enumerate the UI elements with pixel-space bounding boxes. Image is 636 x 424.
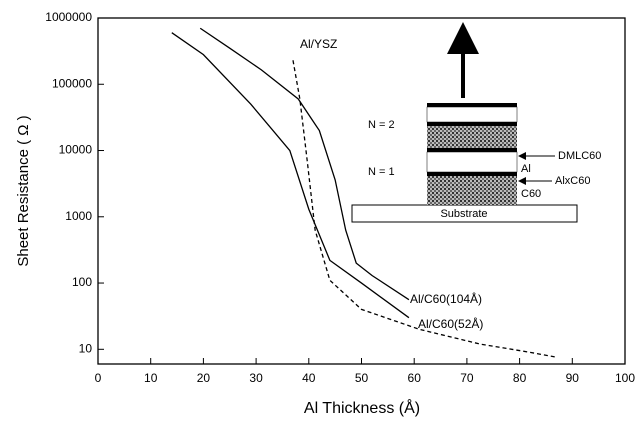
line [199,27,410,301]
y-tick-label: 100000 [52,76,92,90]
annotation: Al [521,163,531,175]
x-tick-label: 60 [408,371,422,385]
x-tick-label: 70 [460,371,474,385]
annotation: Substrate [440,208,487,220]
layer [426,151,518,173]
annotation: AlxC60 [555,175,590,187]
x-tick-label: 40 [302,371,316,385]
annotation: C60 [521,188,541,200]
series-label: Al/C60(52Å) [418,316,483,331]
y-tick-label: 1000 [65,209,92,223]
line [292,60,557,358]
annotation: N = 1 [368,166,395,178]
layer [427,126,517,148]
y-tick-label: 1000000 [45,10,92,24]
x-tick-label: 50 [355,371,369,385]
layer [427,103,517,107]
inset-diagram [351,22,578,223]
series-label: Al/YSZ [300,37,337,51]
y-axis-label: Sheet Resistance ( Ω ) [15,115,32,266]
series-label: Al/C60(104Å) [410,291,482,306]
y-tick-label: 100 [72,275,92,289]
x-tick-label: 10 [144,371,158,385]
layer [426,106,518,123]
x-tick-label: 30 [249,371,263,385]
x-tick-label: 90 [566,371,580,385]
y-tick-label: 10000 [59,143,93,157]
line [171,32,410,319]
x-tick-label: 20 [197,371,211,385]
layer [427,172,517,176]
layer [427,176,517,205]
layer [427,148,517,152]
y-tick-label: 10 [79,341,93,355]
layer [427,122,517,126]
annotation: N = 2 [368,119,395,131]
x-axis-label: Al Thickness (Å) [304,398,420,417]
plot-frame [97,17,626,365]
x-tick-label: 0 [95,371,102,385]
x-tick-label: 100 [615,371,635,385]
annotation: DMLC60 [558,150,601,162]
x-tick-label: 80 [513,371,527,385]
